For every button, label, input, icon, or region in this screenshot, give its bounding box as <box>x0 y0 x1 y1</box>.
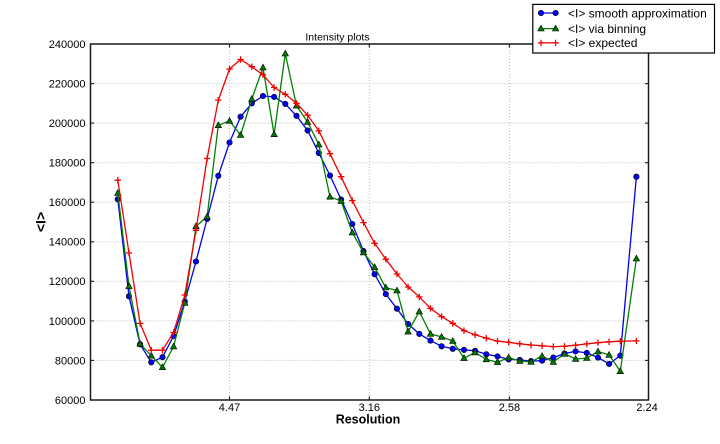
svg-text:4.47: 4.47 <box>219 402 240 414</box>
svg-text:60000: 60000 <box>55 395 86 407</box>
svg-text:<I> smooth approximation: <I> smooth approximation <box>568 6 707 20</box>
svg-text:180000: 180000 <box>49 158 86 170</box>
svg-text:100000: 100000 <box>49 316 86 328</box>
svg-text:2.24: 2.24 <box>636 402 657 414</box>
svg-text:2.58: 2.58 <box>499 402 520 414</box>
svg-text:220000: 220000 <box>49 79 86 91</box>
svg-text:140000: 140000 <box>49 237 86 249</box>
svg-text:<I> expected: <I> expected <box>568 36 637 50</box>
svg-text:200000: 200000 <box>49 118 86 130</box>
svg-text:<I> via binning: <I> via binning <box>568 22 646 36</box>
svg-text:<I>: <I> <box>33 212 49 232</box>
svg-text:80000: 80000 <box>55 355 86 367</box>
svg-text:Resolution: Resolution <box>336 412 401 426</box>
svg-text:Intensity plots: Intensity plots <box>305 31 369 43</box>
svg-text:120000: 120000 <box>49 276 86 288</box>
svg-text:3.16: 3.16 <box>359 402 380 414</box>
svg-text:160000: 160000 <box>49 197 86 209</box>
svg-text:240000: 240000 <box>49 39 86 51</box>
